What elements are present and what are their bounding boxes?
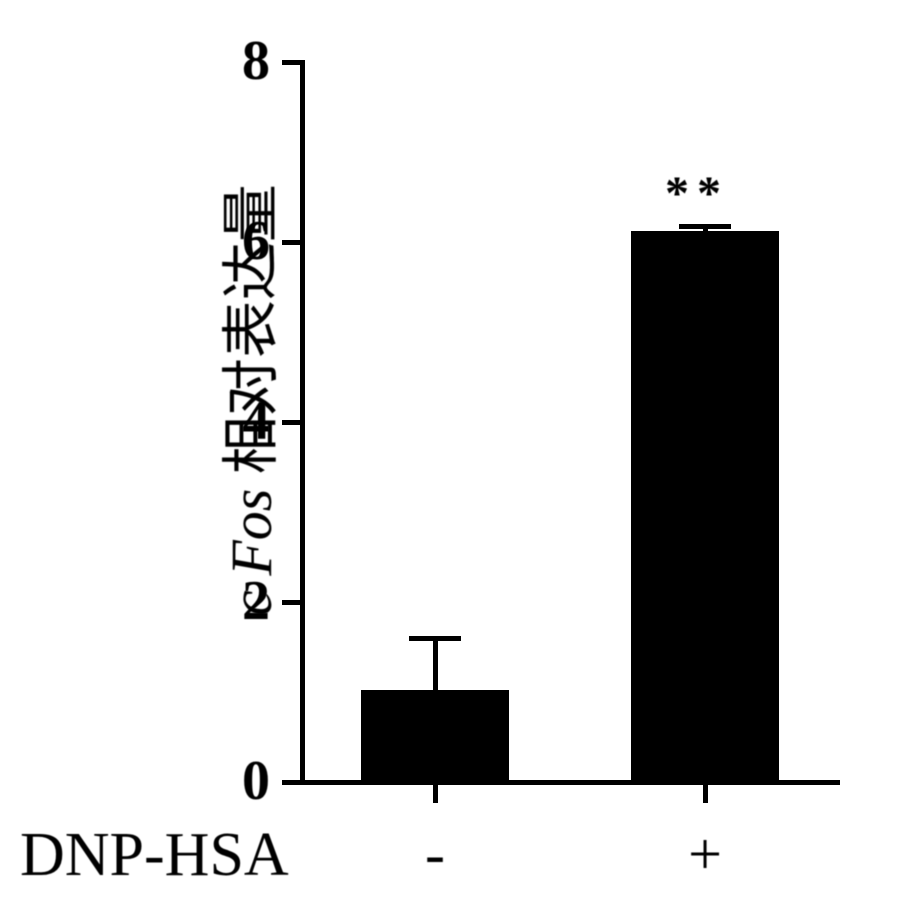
- category-label: +: [655, 820, 755, 889]
- y-tick-label: 8: [190, 29, 270, 93]
- y-tick: [282, 420, 300, 425]
- x-tick: [433, 785, 438, 803]
- x-tick: [703, 785, 708, 803]
- figure: c Fos 相对表达量 02468** DNP-HSA -+: [0, 0, 910, 917]
- bar: [361, 690, 510, 780]
- error-cap: [679, 224, 731, 229]
- category-label: -: [385, 820, 485, 889]
- plot-area: 02468**: [300, 60, 840, 780]
- significance-label: **: [665, 166, 729, 221]
- y-axis-line: [300, 60, 305, 785]
- y-tick: [282, 600, 300, 605]
- y-tick: [282, 780, 300, 785]
- y-tick-label: 4: [190, 389, 270, 453]
- y-tick-label: 6: [190, 209, 270, 273]
- y-tick-label: 2: [190, 569, 270, 633]
- y-tick: [282, 240, 300, 245]
- error-cap: [409, 636, 461, 641]
- bar: [631, 231, 780, 780]
- y-tick-label: 0: [190, 749, 270, 813]
- y-tick: [282, 60, 300, 65]
- error-bar: [433, 636, 438, 690]
- x-axis-line: [300, 780, 840, 785]
- x-axis-title: DNP-HSA: [20, 820, 289, 891]
